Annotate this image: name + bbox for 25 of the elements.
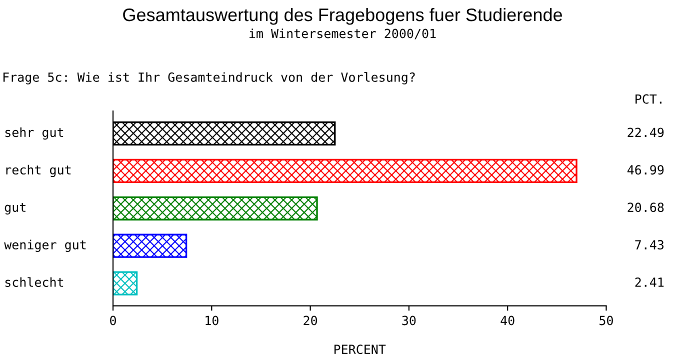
x-tick-label: 50 bbox=[600, 316, 613, 326]
x-axis-title: PERCENT bbox=[334, 344, 386, 354]
data-label: 22.49 bbox=[628, 128, 664, 138]
y-tick-label: sehr gut bbox=[5, 127, 64, 140]
bar bbox=[113, 196, 318, 220]
data-label: 7.43 bbox=[635, 240, 664, 250]
y-tick-label: recht gut bbox=[6, 164, 71, 178]
text: Frage 5c: Wie ist Ihr Gesamteindruck von der Vorlesung? bbox=[3, 72, 415, 84]
text: PCT. bbox=[636, 94, 662, 104]
data-label: 2.41 bbox=[635, 277, 664, 287]
x-tick-label: 0 bbox=[110, 316, 116, 326]
y-tick-label: weniger gut bbox=[4, 240, 86, 252]
bar bbox=[113, 271, 138, 296]
bar bbox=[113, 234, 188, 258]
y-tick-label: gut bbox=[4, 203, 26, 214]
x-tick-label: 20 bbox=[304, 316, 318, 326]
x-tick-label: 40 bbox=[500, 316, 514, 326]
x-tick-label: 30 bbox=[402, 316, 416, 326]
bar bbox=[113, 158, 578, 184]
data-label: 20.68 bbox=[628, 202, 664, 212]
y-tick-label: schlecht bbox=[5, 277, 64, 287]
chart-title: Gesamtauswertung des Fragebogens fuer Studierende bbox=[123, 8, 562, 25]
chart-subtitle: im Wintersemester 2000/01 bbox=[250, 28, 436, 40]
data-label: 46.99 bbox=[627, 165, 664, 175]
x-tick-label: 10 bbox=[206, 316, 218, 326]
